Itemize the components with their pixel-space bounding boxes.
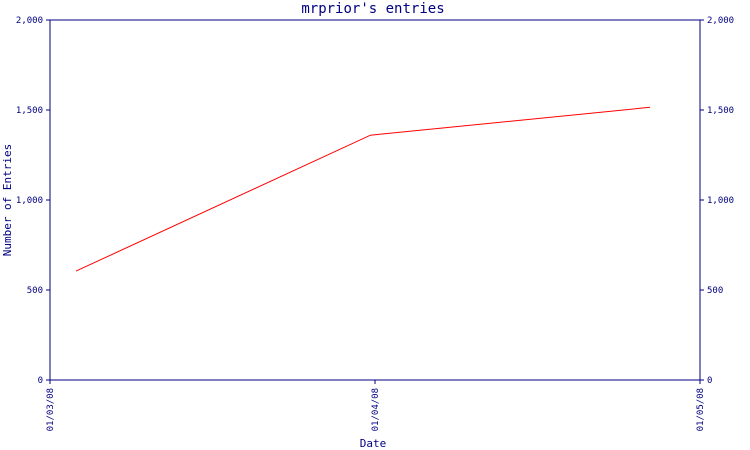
x-axis: 01/03/08 01/04/08 01/05/08 — [46, 380, 706, 431]
y-axis-left: 0 500 1,000 1,500 2,000 — [16, 16, 50, 386]
y-tick-label-left: 1,500 — [16, 106, 43, 116]
y-tick-label-left: 2,000 — [16, 16, 43, 26]
y-tick-label-right: 500 — [707, 286, 723, 296]
y-tick-label-right: 1,500 — [707, 106, 734, 116]
x-axis-label: Date — [360, 437, 387, 450]
y-tick-label-left: 0 — [38, 376, 43, 386]
y-axis-right: 0 500 1,000 1,500 2,000 — [700, 16, 734, 386]
y-tick-label-right: 2,000 — [707, 16, 734, 26]
y-tick-label-left: 500 — [27, 286, 43, 296]
y-tick-label-left: 1,000 — [16, 196, 43, 206]
x-tick-label: 01/05/08 — [696, 388, 706, 431]
plot-frame — [49, 19, 701, 381]
chart-title: mrprior's entries — [301, 1, 444, 17]
y-tick-label-right: 0 — [707, 376, 712, 386]
y-tick-label-right: 1,000 — [707, 196, 734, 206]
y-axis-label: Number of Entries — [1, 144, 14, 257]
x-tick-label: 01/04/08 — [371, 388, 381, 431]
x-tick-label: 01/03/08 — [46, 388, 56, 431]
series-line — [75, 106, 651, 272]
